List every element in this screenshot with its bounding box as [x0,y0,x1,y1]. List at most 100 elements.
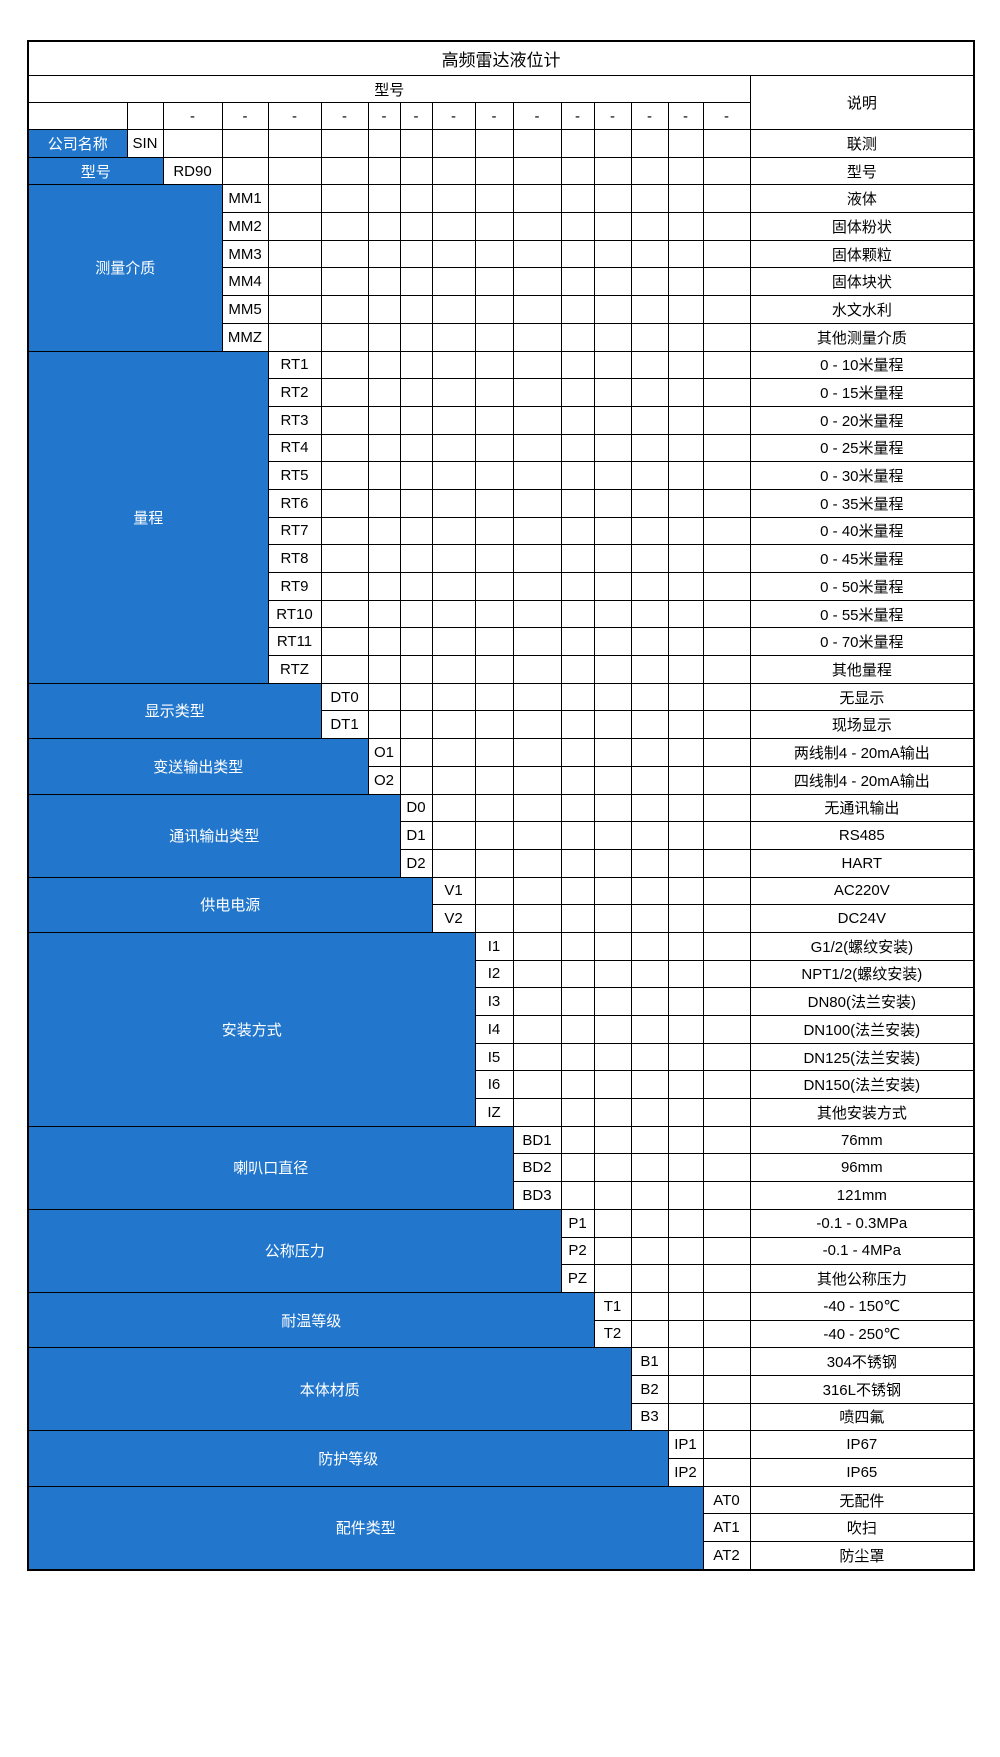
empty-cell [367,322,401,352]
description-cell: 型号 [749,156,975,186]
table-row: P2 -0.1 - 4MPa [28,1236,975,1266]
empty-cell [560,267,595,297]
empty-cell [399,405,433,435]
empty-cell [560,1070,595,1100]
empty-cell [560,212,595,241]
empty-cell [630,1208,669,1238]
empty-cell [367,461,401,490]
empty-cell [512,322,562,352]
table-row: D1 RS485 [28,821,975,850]
dash-cell: - [560,102,595,130]
empty-cell [702,405,751,435]
empty-cell [560,738,595,767]
empty-cell [667,627,704,657]
empty-cell [702,1264,751,1293]
code-cell: MM5 [221,295,269,324]
table-row: O2 四线制4 - 20mA输出 [28,765,975,795]
empty-cell [593,461,632,490]
empty-cell [320,239,369,269]
dash-cell: - [630,102,669,130]
description-cell: 0 - 10米量程 [749,350,975,380]
empty-cell [399,461,433,490]
empty-cell [593,655,632,684]
empty-cell [702,433,751,463]
empty-cell [667,821,704,850]
empty-cell [431,544,476,573]
empty-cell [593,904,632,933]
description-cell: NPT1/2(螺纹安装) [749,959,975,989]
category-label: 耐温等级 [27,1291,595,1349]
empty-cell [593,1125,632,1155]
empty-cell [702,1236,751,1266]
table-row: D2 HART [28,848,975,878]
code-cell: RT9 [267,572,322,601]
empty-cell [630,848,669,878]
empty-cell [630,1319,669,1349]
empty-cell [399,710,433,740]
table-row: B2 316L不锈钢 [28,1374,975,1404]
empty-cell [367,710,401,740]
empty-cell [560,350,595,380]
empty-cell [431,239,476,269]
empty-cell [702,1125,751,1155]
dash-cell: - [162,102,223,130]
dash-cell: - [399,102,433,130]
dash-cell: - [267,102,322,130]
table-row: 测量介质 MM1 液体 [27,184,975,352]
dash-cell: - [593,102,632,130]
empty-cell [367,655,401,684]
empty-cell [431,765,476,795]
empty-cell [512,710,562,740]
empty-cell [702,1402,751,1432]
table-row: I5 DN125(法兰安装) [28,1042,975,1072]
description-cell: 固体颗粒 [749,239,975,269]
empty-cell [593,544,632,573]
empty-cell [320,488,369,518]
code-cell: AT1 [702,1513,751,1543]
description-cell: 液体 [749,184,975,214]
code-cell: RD90 [162,156,223,186]
empty-cell [630,1098,669,1127]
empty-cell [320,433,369,463]
empty-cell [702,599,751,629]
category-label: 喇叭口直径 [27,1125,514,1210]
category-label: 通讯输出类型 [27,793,401,878]
empty-cell [512,876,562,906]
table-row: BD3 121mm [28,1181,975,1210]
empty-cell [702,1430,751,1459]
empty-cell [320,627,369,657]
code-cell: BD2 [512,1153,562,1183]
empty-cell [560,627,595,657]
empty-cell [702,516,751,546]
empty-cell [560,987,595,1016]
empty-cell [399,572,433,601]
empty-cell [702,350,751,380]
code-cell: B3 [630,1402,669,1432]
table-row: AT1 吹扫 [28,1513,975,1543]
category-label: 公司名称 [27,129,128,158]
empty-cell [630,987,669,1016]
empty-cell [593,1236,632,1266]
description-cell: 固体块状 [749,267,975,297]
empty-cell [667,1208,704,1238]
dash-cell: - [702,102,751,130]
dash-cell: - [320,102,369,130]
empty-cell [630,1042,669,1072]
empty-cell [512,655,562,684]
empty-cell [702,1181,751,1210]
empty-cell [667,904,704,933]
empty-cell [667,239,704,269]
empty-cell [512,987,562,1016]
empty-cell [126,102,164,130]
empty-cell [399,212,433,241]
empty-cell [630,405,669,435]
empty-cell [593,239,632,269]
empty-cell [560,433,595,463]
empty-cell [667,1264,704,1293]
empty-cell [593,1098,632,1127]
empty-cell [560,848,595,878]
empty-cell [667,1291,704,1321]
empty-cell [367,544,401,573]
description-cell: -0.1 - 0.3MPa [749,1208,975,1238]
category-label: 供电电源 [27,876,433,933]
